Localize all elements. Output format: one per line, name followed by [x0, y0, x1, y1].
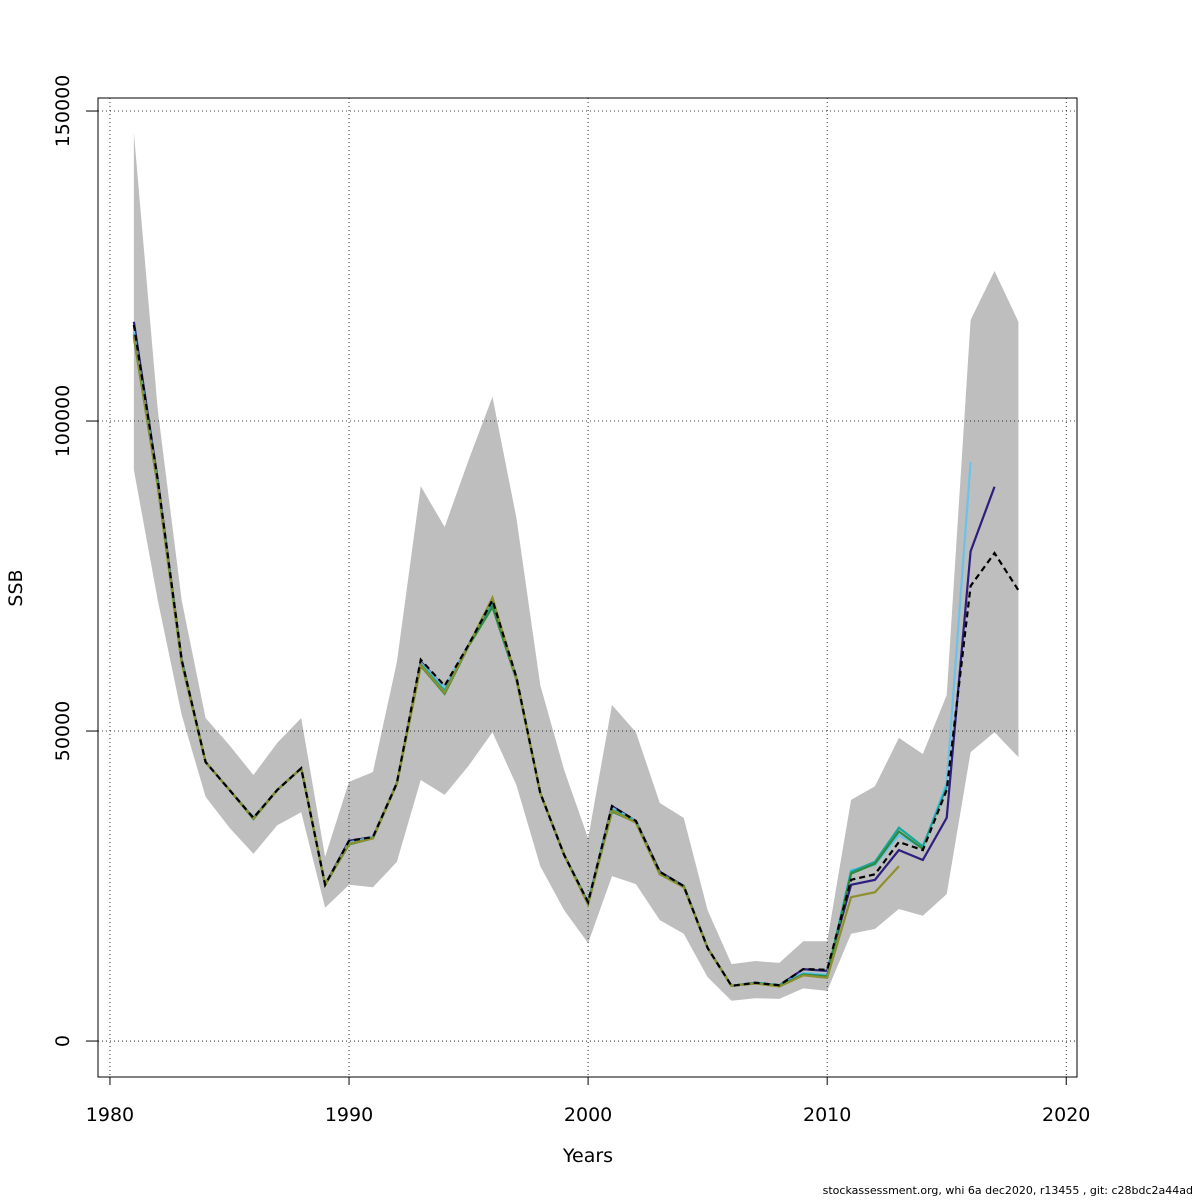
x-tick-label: 2000 — [564, 1104, 612, 1126]
x-axis-label: Years — [562, 1145, 613, 1167]
ssb-line — [132, 335, 900, 988]
x-tick-label: 1980 — [86, 1104, 134, 1126]
y-tick-label: 50000 — [52, 701, 74, 761]
confidence-band — [133, 132, 1019, 1001]
footer: stockassessment.org, whi 6a dec2020, r13… — [823, 1184, 1193, 1197]
x-tick-label: 1990 — [325, 1104, 373, 1126]
y-tick-label: 100000 — [52, 385, 74, 458]
x-tick-label: 2020 — [1042, 1104, 1090, 1126]
plot-frame — [97, 97, 1078, 1078]
ssb-line — [132, 334, 948, 988]
y-tick-label: 0 — [52, 1035, 74, 1047]
y-tick-label: 150000 — [52, 75, 74, 148]
x-tick-label: 2010 — [803, 1104, 851, 1126]
ssb-line — [132, 324, 1020, 988]
y-axis-label: SSB — [5, 569, 27, 606]
